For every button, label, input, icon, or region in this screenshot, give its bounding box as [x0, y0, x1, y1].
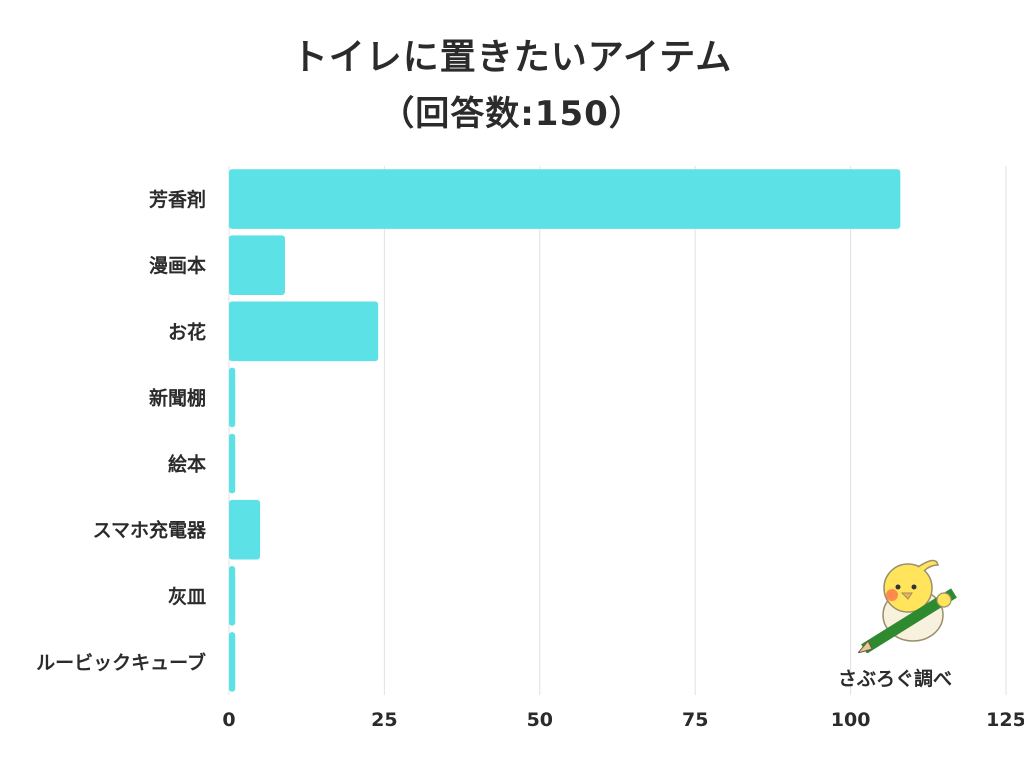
category-label: 絵本 [168, 453, 206, 476]
bar [229, 433, 236, 494]
category-label: お花 [168, 320, 206, 343]
category-label: ルービックキューブ [36, 651, 206, 674]
x-tick-label: 25 [371, 709, 397, 731]
bar [229, 499, 261, 560]
category-label: 新聞棚 [149, 386, 206, 409]
bar [229, 169, 901, 229]
x-tick-label: 100 [831, 709, 871, 731]
bird-mascot-icon [858, 559, 957, 653]
category-label: 灰皿 [168, 585, 206, 608]
bar [229, 632, 236, 692]
x-tick-label: 0 [222, 709, 235, 731]
bar [229, 367, 236, 428]
bar [229, 301, 379, 362]
category-label: スマホ充電器 [93, 519, 207, 542]
x-tick-label: 125 [986, 709, 1024, 731]
category-label: 漫画本 [149, 254, 206, 277]
x-tick-label: 50 [527, 709, 553, 731]
bar [229, 235, 285, 295]
category-label: 芳香剤 [149, 188, 206, 211]
chart-subtitle: （回答数:150） [380, 94, 644, 134]
chart-title: トイレに置きたいアイテム [291, 37, 733, 78]
source-credit: さぶろぐ調べ [838, 668, 953, 690]
x-tick-label: 75 [682, 709, 708, 731]
bar [229, 566, 236, 626]
